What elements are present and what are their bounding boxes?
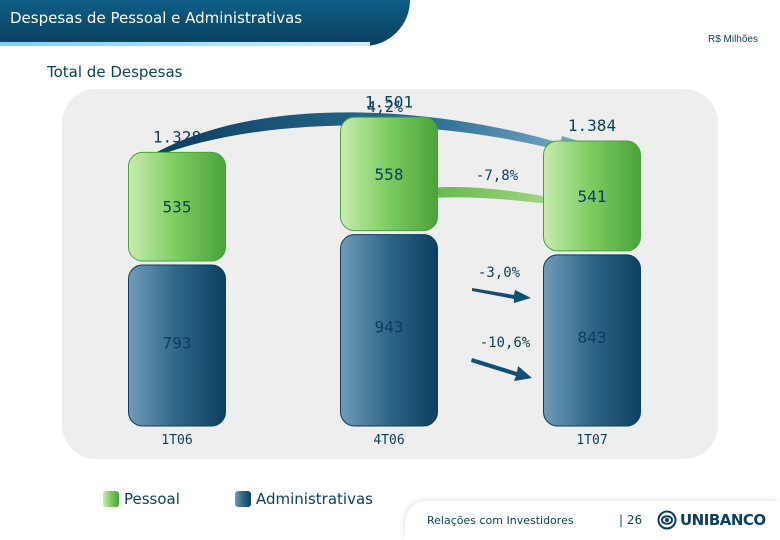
category-label-1T07: 1T07 bbox=[576, 433, 607, 448]
total-label-1T07: 1.384 bbox=[568, 116, 616, 135]
annotation-administrativas-change: -10,6% bbox=[480, 335, 531, 351]
legend-swatch-administrativas bbox=[235, 491, 251, 507]
page-title: Despesas de Pessoal e Administrativas bbox=[10, 9, 303, 27]
legend-item-administrativas: Administrativas bbox=[235, 490, 373, 508]
data-label-pessoal-4T06: 558 bbox=[375, 165, 404, 184]
category-label-4T06: 4T06 bbox=[373, 433, 404, 448]
footer: Relações com Investidores | 26 UNIBANCO bbox=[405, 501, 780, 540]
data-label-administrativas-1T07: 843 bbox=[578, 328, 607, 347]
bars-group: 793 535 1.328 1T06 943 558 1.501 4T06 843 541 1.38… bbox=[128, 92, 641, 448]
unibanco-logo-icon bbox=[657, 510, 677, 530]
category-label-1T06: 1T06 bbox=[161, 433, 192, 448]
total-label-1T06: 1.328 bbox=[153, 127, 201, 146]
change-arrow-administrativas bbox=[471, 358, 532, 381]
legend-label-administrativas: Administrativas bbox=[256, 490, 373, 508]
annotation-total-growth: 4,2% bbox=[367, 98, 403, 116]
bar-pessoal-1T06 bbox=[128, 151, 226, 262]
data-label-administrativas-4T06: 943 bbox=[375, 317, 404, 336]
unibanco-logo: UNIBANCO bbox=[657, 510, 766, 530]
growth-arrow-total bbox=[150, 112, 622, 158]
data-label-pessoal-1T06: 535 bbox=[163, 198, 192, 217]
footer-text: Relações com Investidores bbox=[427, 514, 574, 527]
unit-label: R$ Milhões bbox=[707, 34, 758, 45]
legend-item-pessoal: Pessoal bbox=[103, 490, 180, 508]
legend-swatch-pessoal bbox=[103, 491, 119, 507]
logo-wordmark: UNIBANCO bbox=[680, 511, 766, 529]
bar-administrativas-1T07 bbox=[543, 254, 641, 427]
data-label-pessoal-1T07: 541 bbox=[578, 187, 607, 206]
bar-pessoal-4T06 bbox=[340, 116, 438, 232]
annotation-pessoal-change: -3,0% bbox=[478, 265, 521, 281]
page-number: | 26 bbox=[619, 513, 643, 527]
bar-pessoal-1T07 bbox=[543, 140, 641, 252]
annotation-total-change: -7,8% bbox=[476, 168, 519, 184]
bar-administrativas-1T06 bbox=[128, 264, 226, 427]
data-label-administrativas-1T06: 793 bbox=[163, 333, 192, 352]
bar-administrativas-4T06 bbox=[340, 234, 438, 427]
chart-subtitle: Total de Despesas bbox=[47, 63, 183, 81]
change-arrow-pessoal bbox=[472, 288, 531, 303]
total-label-4T06: 1.501 bbox=[365, 92, 413, 111]
legend-label-pessoal: Pessoal bbox=[124, 490, 180, 508]
title-bar: Despesas de Pessoal e Administrativas bbox=[0, 0, 410, 46]
